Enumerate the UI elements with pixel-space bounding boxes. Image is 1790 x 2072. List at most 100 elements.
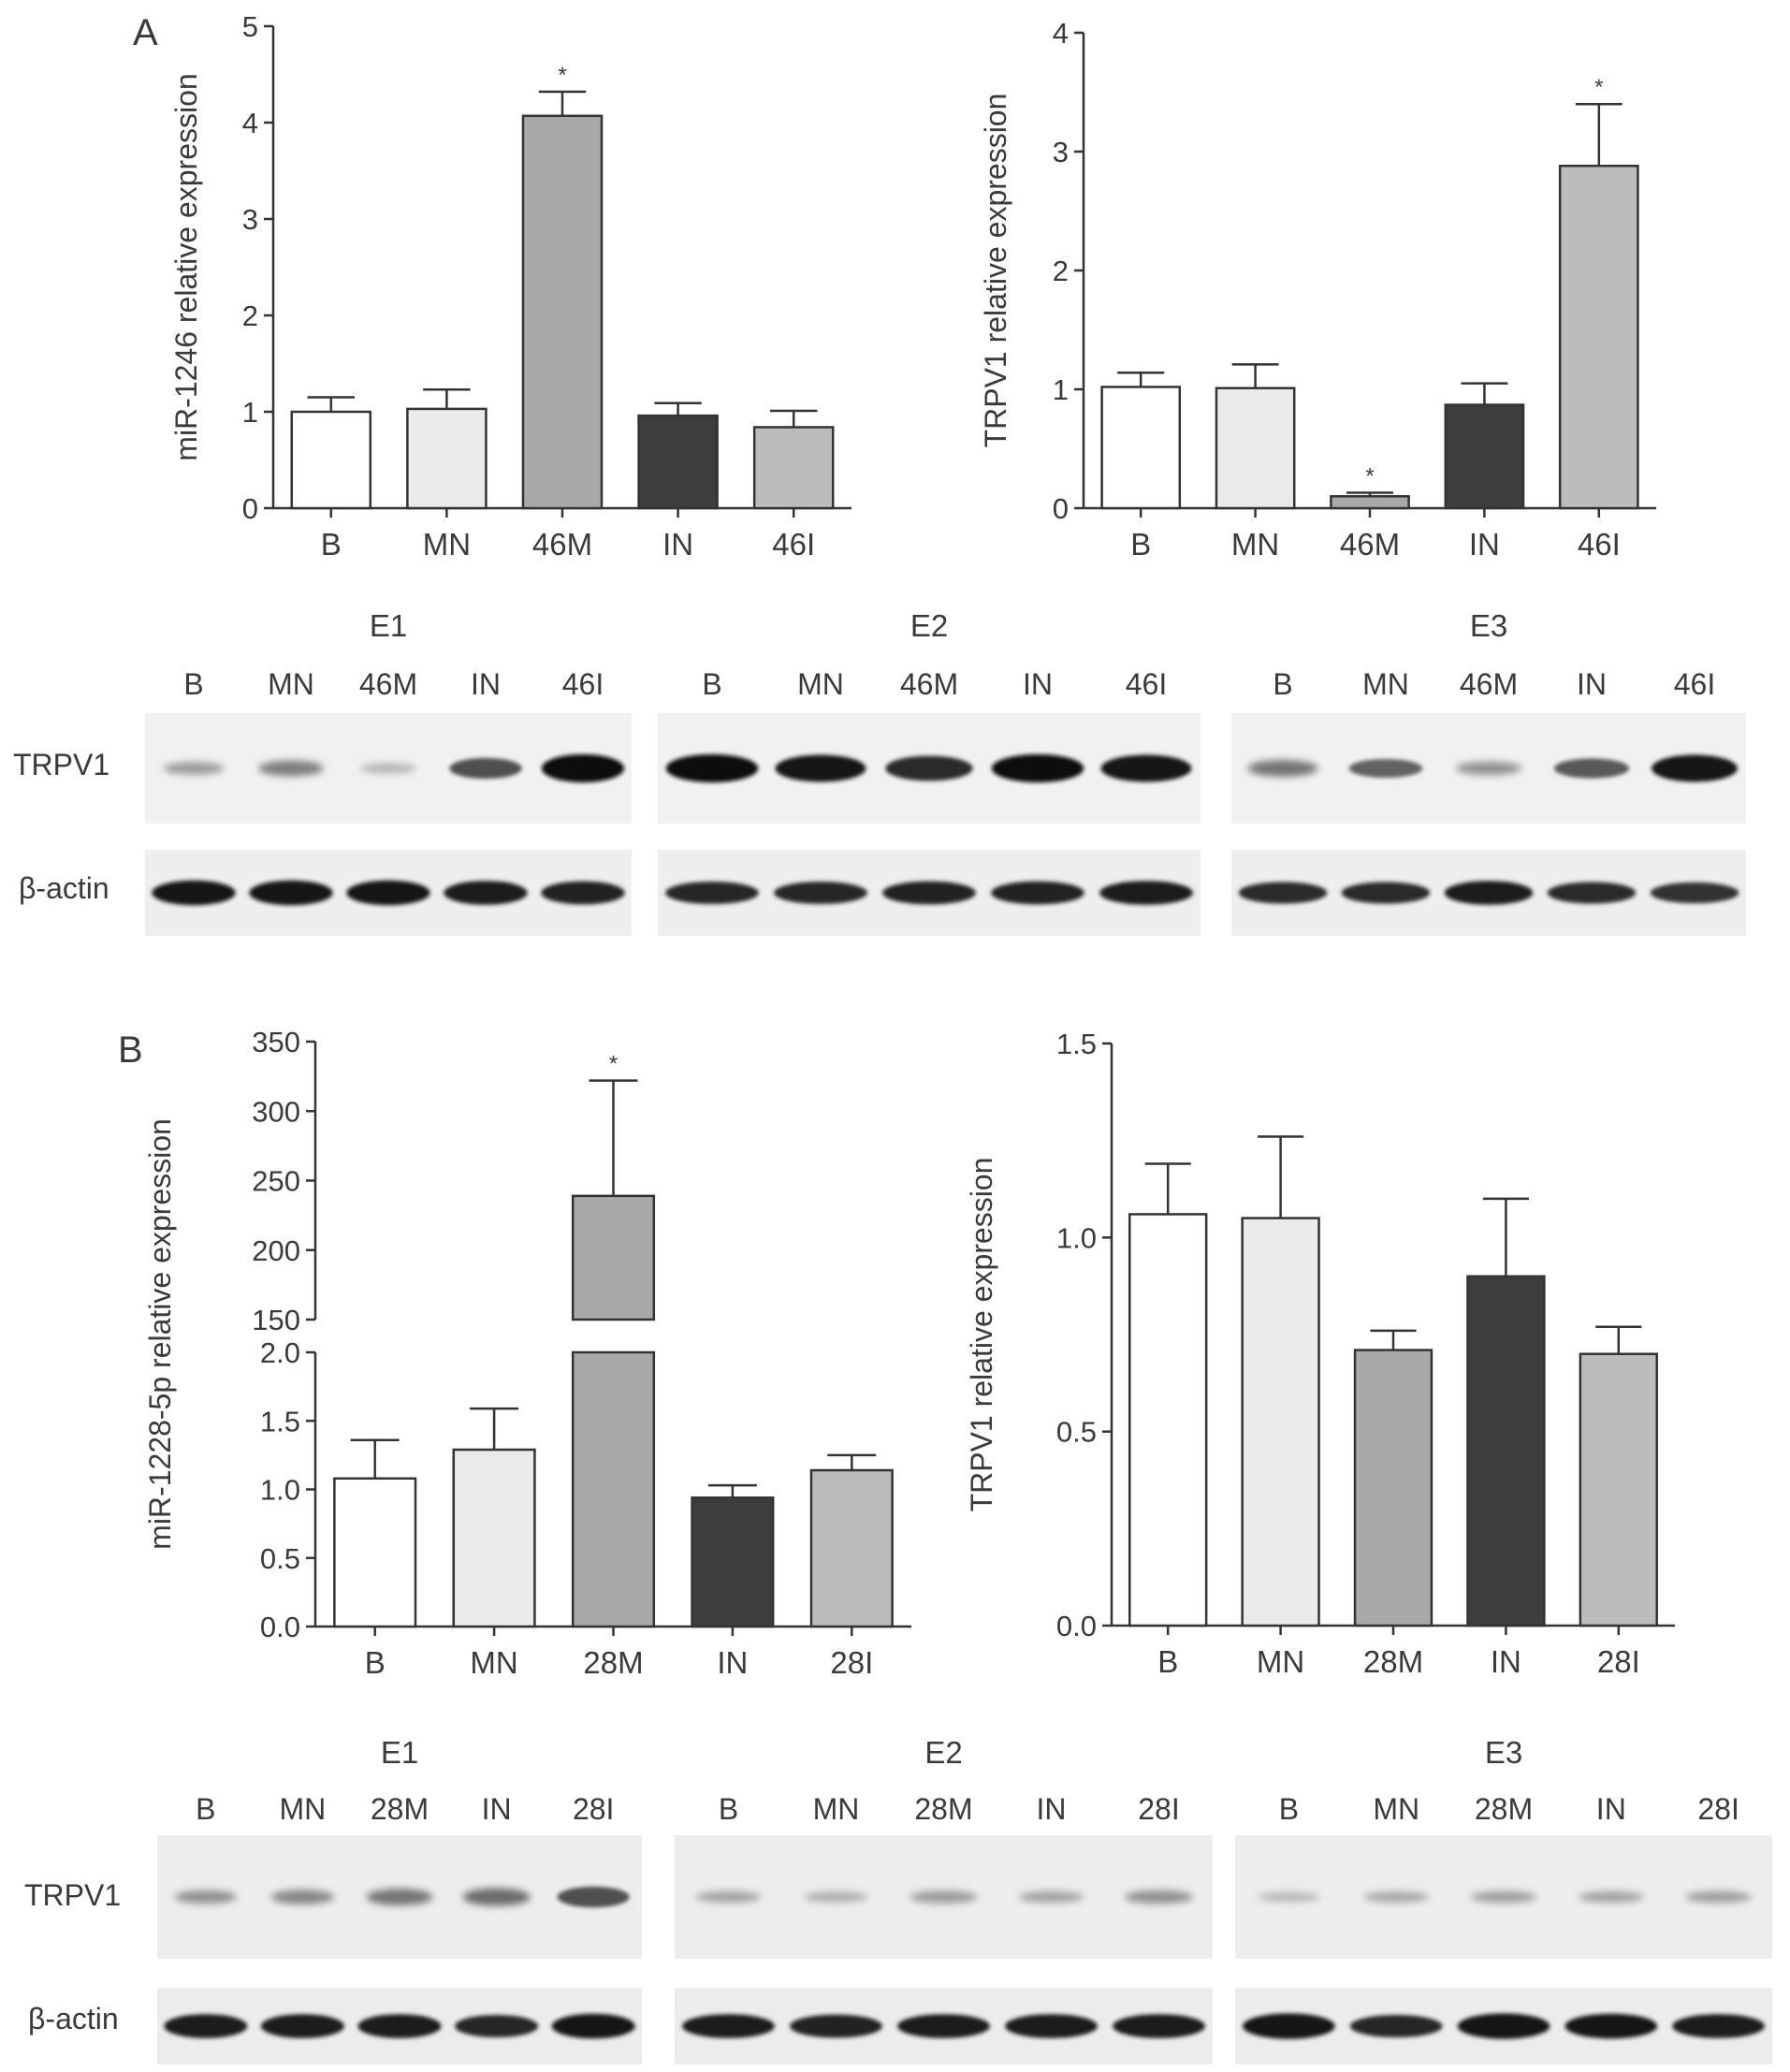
band-actin bbox=[1349, 2015, 1443, 2037]
bar bbox=[290, 410, 372, 510]
lane-label: IN bbox=[1037, 1792, 1067, 1826]
bar bbox=[637, 414, 719, 510]
lane-label: B bbox=[196, 1792, 215, 1826]
band-actin bbox=[665, 882, 759, 904]
band-actin bbox=[682, 2014, 775, 2038]
band-actin bbox=[260, 2014, 344, 2038]
bar bbox=[1100, 386, 1182, 510]
x-tick-label: 46I bbox=[1578, 527, 1621, 562]
lane-label: IN bbox=[471, 667, 501, 701]
axis-break-gap bbox=[567, 1321, 660, 1350]
y-tick-label: 1.5 bbox=[260, 1405, 300, 1437]
lane-label: IN bbox=[482, 1792, 512, 1826]
blot-title: E2 bbox=[910, 608, 948, 643]
band-actin bbox=[1113, 2014, 1205, 2038]
y-tick-label: 3 bbox=[242, 203, 258, 236]
lane-label: IN bbox=[1596, 1792, 1626, 1826]
blot-title: E3 bbox=[1470, 608, 1507, 643]
band-trpv1 bbox=[1247, 760, 1318, 777]
blot-label-actin-a: β-actin bbox=[19, 871, 109, 905]
x-tick-label: B bbox=[1157, 1644, 1178, 1679]
x-tick-label: 46M bbox=[1340, 527, 1400, 562]
band-actin bbox=[357, 2014, 442, 2038]
lane-label: 28M bbox=[371, 1792, 429, 1826]
chart-mir1246: 0 1 2 3 4 5 miR-1246 relative expression B MN * 46… bbox=[169, 10, 851, 562]
blot-title: E1 bbox=[381, 1735, 418, 1770]
lane-label: 28I bbox=[1697, 1792, 1739, 1826]
x-tick-label: 46M bbox=[532, 527, 592, 562]
lane-label: MN bbox=[1373, 1792, 1419, 1826]
y-tick-label: 1 bbox=[1053, 373, 1069, 406]
band-trpv1 bbox=[1455, 761, 1522, 776]
band-trpv1 bbox=[775, 754, 866, 782]
lane-label: 46I bbox=[1126, 667, 1167, 701]
lane-label: 28I bbox=[1138, 1792, 1179, 1826]
bar bbox=[571, 1350, 656, 1628]
lane-label: 28M bbox=[914, 1792, 972, 1826]
x-tick-label: MN bbox=[1257, 1644, 1304, 1679]
band-actin bbox=[444, 881, 528, 905]
lane-label: 28I bbox=[573, 1792, 614, 1826]
y-tick-label: 3 bbox=[1053, 136, 1069, 168]
y-tick-label: 1 bbox=[242, 396, 258, 429]
y-axis-title: TRPV1 relative expression bbox=[979, 94, 1012, 448]
band-trpv1 bbox=[258, 760, 324, 777]
lane-label: B bbox=[1273, 667, 1292, 701]
panel-letter-b: B bbox=[118, 1029, 143, 1071]
bar bbox=[333, 1477, 417, 1628]
y-tick-label: 4 bbox=[242, 107, 258, 139]
y-tick-label: 2 bbox=[242, 299, 258, 332]
x-tick-label: IN bbox=[1491, 1644, 1521, 1679]
y-tick-label: 1.0 bbox=[1056, 1221, 1097, 1254]
band-trpv1 bbox=[163, 762, 225, 775]
band-actin bbox=[1672, 2014, 1765, 2038]
y-tick-label: 0.5 bbox=[260, 1542, 300, 1575]
bar bbox=[691, 1496, 775, 1628]
y-tick-label: 2.0 bbox=[260, 1336, 300, 1369]
significance-marker: * bbox=[1365, 463, 1374, 489]
y-axis-title: miR-1228-5p relative expression bbox=[143, 1118, 177, 1550]
band-actin bbox=[249, 880, 333, 906]
significance-marker: * bbox=[1594, 75, 1603, 100]
band-actin bbox=[455, 2015, 539, 2037]
chart-trpv1-b: 0.0 0.5 1.0 1.5 TRPV1 relative expression B MN… bbox=[965, 1028, 1675, 1679]
band-actin bbox=[897, 2014, 990, 2038]
lane-label: 46M bbox=[1460, 667, 1518, 701]
chart-trpv1-a: 0 1 2 3 4 TRPV1 relative expression B MN * 46M IN *… bbox=[979, 17, 1656, 562]
band-trpv1 bbox=[270, 1890, 335, 1904]
x-tick-label: B bbox=[321, 527, 342, 562]
y-tick-label: 1.0 bbox=[260, 1474, 300, 1507]
bar bbox=[1128, 1213, 1208, 1627]
y-tick-label: 150 bbox=[252, 1304, 300, 1336]
band-trpv1 bbox=[1258, 1891, 1320, 1903]
x-tick-label: 28I bbox=[1597, 1644, 1640, 1679]
x-tick-label: 28I bbox=[830, 1645, 873, 1680]
x-tick-label: 28M bbox=[1363, 1644, 1423, 1679]
significance-marker: * bbox=[609, 1052, 618, 1077]
x-tick-label: 46I bbox=[772, 527, 815, 562]
x-tick-label: MN bbox=[1231, 527, 1279, 562]
band-trpv1 bbox=[449, 757, 522, 780]
band-trpv1 bbox=[910, 1890, 978, 1904]
band-trpv1 bbox=[462, 1888, 531, 1906]
x-tick-label: IN bbox=[717, 1645, 748, 1680]
lane-label: MN bbox=[268, 667, 314, 701]
x-tick-label: MN bbox=[470, 1645, 517, 1680]
bar bbox=[752, 426, 835, 510]
band-actin bbox=[1650, 882, 1739, 904]
y-tick-label: 300 bbox=[252, 1095, 300, 1128]
band-trpv1 bbox=[366, 1889, 433, 1905]
band-trpv1 bbox=[885, 755, 973, 781]
band-trpv1 bbox=[665, 754, 759, 782]
x-tick-label: IN bbox=[1469, 527, 1500, 562]
y-tick-label: 2 bbox=[1053, 255, 1069, 287]
lane-label: 46M bbox=[900, 667, 958, 701]
bar bbox=[1241, 1217, 1320, 1627]
band-trpv1 bbox=[1124, 1890, 1194, 1904]
panel-letter-a: A bbox=[133, 12, 158, 53]
band-actin bbox=[1243, 2013, 1335, 2039]
y-tick-label: 350 bbox=[252, 1026, 300, 1058]
lane-label: MN bbox=[280, 1792, 327, 1826]
y-tick-label: 1.5 bbox=[1056, 1028, 1097, 1060]
lane-label: 28M bbox=[1475, 1792, 1533, 1826]
